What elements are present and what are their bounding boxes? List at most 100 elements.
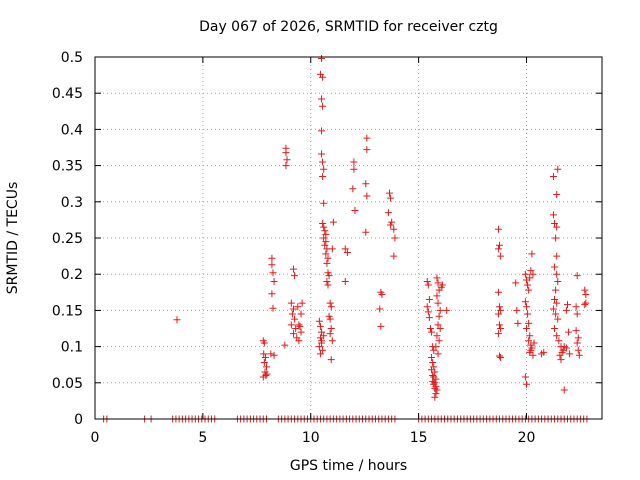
- data-point: [582, 290, 590, 298]
- data-point: [295, 337, 303, 345]
- y-tick-label: 0.35: [52, 159, 83, 175]
- tick-labels: 0 5 10 15 20 0 0.05 0.1 0.15 0.2 0.25 0.3 0.35 0.4 0.4…: [52, 50, 536, 446]
- data-point: [288, 310, 296, 318]
- data-point: [268, 254, 276, 262]
- data-point: [522, 380, 530, 388]
- data-point: [318, 150, 326, 158]
- data-point: [573, 339, 581, 347]
- data-point: [362, 228, 370, 236]
- data-point: [263, 370, 271, 378]
- data-point: [260, 359, 268, 367]
- data-point: [377, 322, 385, 330]
- data-point: [323, 277, 331, 285]
- data-point: [549, 211, 557, 219]
- data-point: [552, 310, 560, 318]
- data-point: [390, 225, 398, 233]
- data-point: [494, 225, 502, 233]
- data-point: [321, 227, 329, 235]
- data-point: [430, 346, 438, 354]
- data-point: [297, 328, 305, 336]
- data-point: [319, 220, 327, 228]
- data-point: [325, 272, 333, 280]
- data-point: [327, 356, 335, 364]
- data-point: [573, 310, 581, 318]
- data-point: [324, 269, 332, 277]
- y-tick-label: 0.5: [61, 50, 83, 66]
- y-tick-label: 0: [74, 412, 83, 428]
- data-point: [318, 95, 326, 103]
- data-point: [522, 303, 530, 311]
- data-point: [436, 306, 444, 314]
- data-point: [494, 245, 502, 253]
- data-point: [522, 325, 530, 332]
- data-point: [341, 277, 349, 285]
- data-point: [581, 301, 589, 309]
- data-point: [553, 191, 561, 199]
- x-tick-label: 10: [302, 430, 320, 446]
- data-point: [378, 290, 386, 298]
- data-point: [319, 172, 327, 180]
- data-point: [173, 316, 181, 324]
- data-point: [423, 303, 431, 311]
- data-point: [551, 220, 559, 228]
- data-point: [497, 353, 505, 361]
- x-tick-label: 15: [410, 430, 428, 446]
- data-point: [327, 325, 335, 332]
- x-axis-label: GPS time / hours: [290, 458, 407, 474]
- y-axis-label: SRMTID / TECUs: [5, 182, 21, 295]
- grid: [95, 57, 602, 419]
- data-point: [318, 127, 326, 135]
- data-point: [320, 223, 328, 231]
- data-point: [426, 325, 434, 332]
- y-tick-label: 0.2: [61, 267, 83, 283]
- data-point: [582, 299, 590, 307]
- data-point: [526, 332, 534, 340]
- data-point: [562, 306, 570, 314]
- data-point: [424, 281, 432, 289]
- y-tick-label: 0.3: [61, 195, 83, 211]
- y-tick-label: 0.4: [61, 122, 83, 138]
- data-point: [351, 206, 359, 214]
- data-point: [555, 337, 563, 345]
- data-point: [259, 373, 267, 381]
- data-point: [526, 274, 534, 282]
- data-point: [294, 303, 302, 311]
- data-point: [287, 299, 295, 307]
- data-point: [261, 353, 269, 361]
- data-point: [527, 267, 535, 275]
- data-point: [319, 73, 327, 81]
- data-point: [574, 346, 582, 354]
- data-point: [433, 274, 441, 282]
- data-point: [298, 299, 306, 307]
- data-point: [423, 277, 431, 285]
- data-point: [319, 346, 327, 354]
- data-point: [321, 241, 329, 249]
- data-point: [428, 328, 436, 336]
- data-point: [573, 272, 581, 280]
- data-point: [320, 332, 328, 340]
- data-point: [558, 348, 566, 356]
- data-point: [324, 254, 332, 262]
- data-point: [349, 185, 357, 193]
- data-point: [529, 270, 537, 278]
- data-point: [320, 234, 328, 242]
- data-point: [529, 351, 537, 359]
- data-point: [551, 325, 559, 332]
- data-point: [553, 223, 561, 231]
- data-point: [433, 332, 441, 340]
- data-point: [496, 241, 504, 249]
- data-point: [553, 299, 561, 307]
- data-point: [391, 234, 399, 242]
- data-point: [318, 54, 326, 62]
- data-point: [496, 321, 504, 329]
- data-point: [551, 296, 559, 304]
- data-point: [326, 299, 334, 307]
- data-point: [521, 298, 529, 306]
- data-point: [424, 308, 432, 316]
- data-point: [268, 261, 276, 269]
- data-point: [326, 315, 334, 323]
- data-point: [551, 263, 559, 271]
- data-point: [554, 277, 562, 285]
- data-point: [350, 165, 358, 173]
- data-point: [363, 146, 371, 154]
